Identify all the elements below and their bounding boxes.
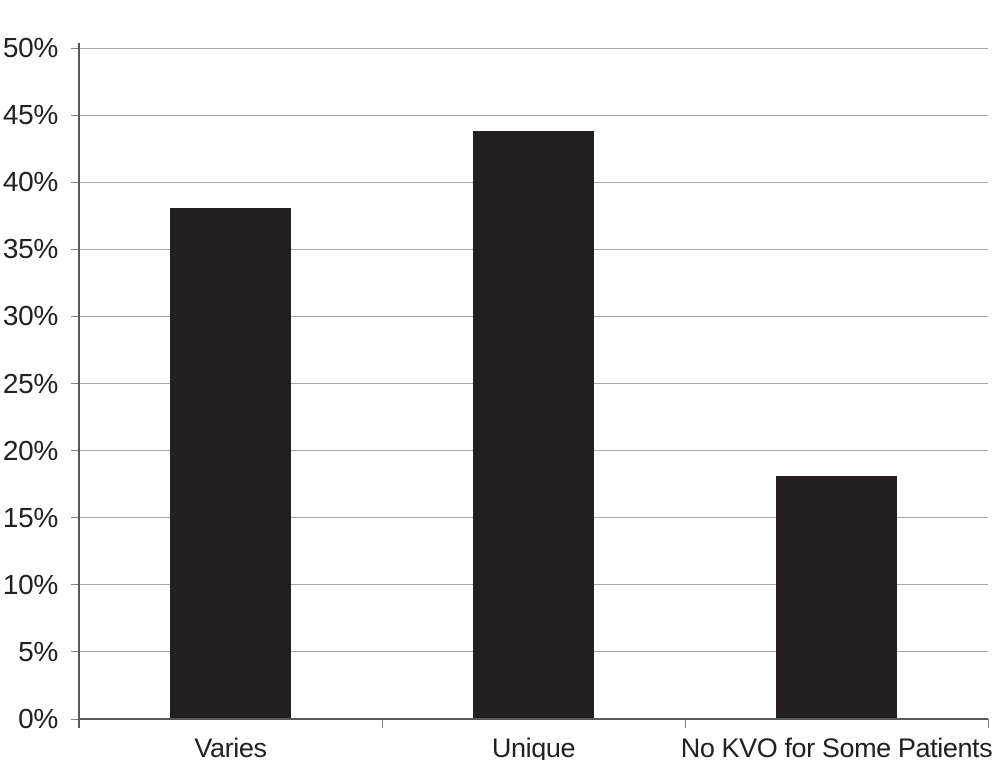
x-axis-line [79, 718, 988, 720]
y-axis-tick [71, 584, 79, 586]
y-axis-label: 10% [2, 568, 58, 600]
y-axis-tick [71, 718, 79, 720]
y-axis-tick [71, 517, 79, 519]
y-axis-label: 20% [2, 434, 58, 466]
x-axis-label: No KVO for Some Patients [680, 733, 993, 760]
y-axis-label: 50% [2, 32, 58, 63]
bar [473, 131, 594, 719]
y-axis-tick [71, 450, 79, 452]
x-axis-tick [381, 719, 383, 728]
y-axis-line [78, 43, 80, 728]
y-axis-tick [71, 47, 79, 49]
x-axis-tick [684, 719, 686, 728]
x-axis-label: Varies [194, 733, 267, 760]
y-axis-tick [71, 315, 79, 317]
y-axis-label: 15% [2, 501, 58, 533]
x-axis-tick [987, 719, 989, 728]
bar [776, 476, 897, 719]
y-axis-label: 45% [2, 99, 58, 131]
y-axis-tick [71, 651, 79, 653]
bar [170, 207, 291, 719]
gridline [79, 47, 988, 49]
y-axis-label: 35% [2, 233, 58, 265]
y-axis-tick [71, 248, 79, 250]
x-axis-label: Unique [491, 733, 576, 760]
y-axis-label: 0% [18, 703, 58, 734]
y-axis-label: 5% [18, 635, 58, 667]
gridline [79, 114, 988, 116]
y-axis-tick [71, 181, 79, 183]
y-axis-label: 30% [2, 300, 58, 332]
y-axis-tick [71, 383, 79, 384]
y-axis-label: 25% [2, 367, 58, 399]
y-axis-tick [71, 114, 79, 116]
y-axis-label: 40% [2, 166, 58, 198]
